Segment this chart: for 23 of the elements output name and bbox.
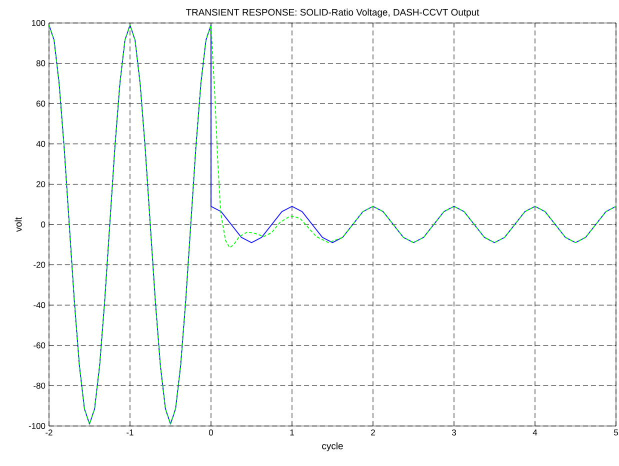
x-tick-label: 0 — [208, 430, 214, 436]
y-tick-label: 60 — [36, 100, 46, 107]
y-tick-label: 80 — [36, 60, 46, 66]
x-tick-label: 4 — [532, 430, 538, 436]
y-tick-label: 100 — [32, 20, 46, 26]
x-tick-label: 1 — [290, 430, 294, 436]
x-tick-label: 3 — [452, 430, 456, 436]
y-tick-label: 40 — [36, 140, 46, 147]
x-tick-label: 5 — [614, 430, 618, 436]
y-tick-label: -20 — [34, 262, 46, 268]
x-axis-title: cycle — [322, 442, 343, 452]
x-tick-label: 2 — [371, 430, 375, 436]
y-tick-label: -60 — [34, 342, 46, 348]
x-tick-label: -2 — [46, 430, 52, 436]
y-tick-label: -40 — [34, 302, 46, 308]
x-tick-label: -1 — [126, 430, 134, 436]
chart-title: TRANSIENT RESPONSE: SOLID-Ratio Voltage, DASH-CCVT Output — [186, 8, 480, 18]
y-tick-label: 0 — [41, 222, 46, 228]
y-tick-label: -100 — [28, 423, 46, 429]
y-axis-title: volt — [14, 217, 22, 232]
y-tick-label: -80 — [34, 382, 46, 389]
line-series — [49, 24, 616, 424]
y-tick-label: 20 — [36, 181, 46, 188]
